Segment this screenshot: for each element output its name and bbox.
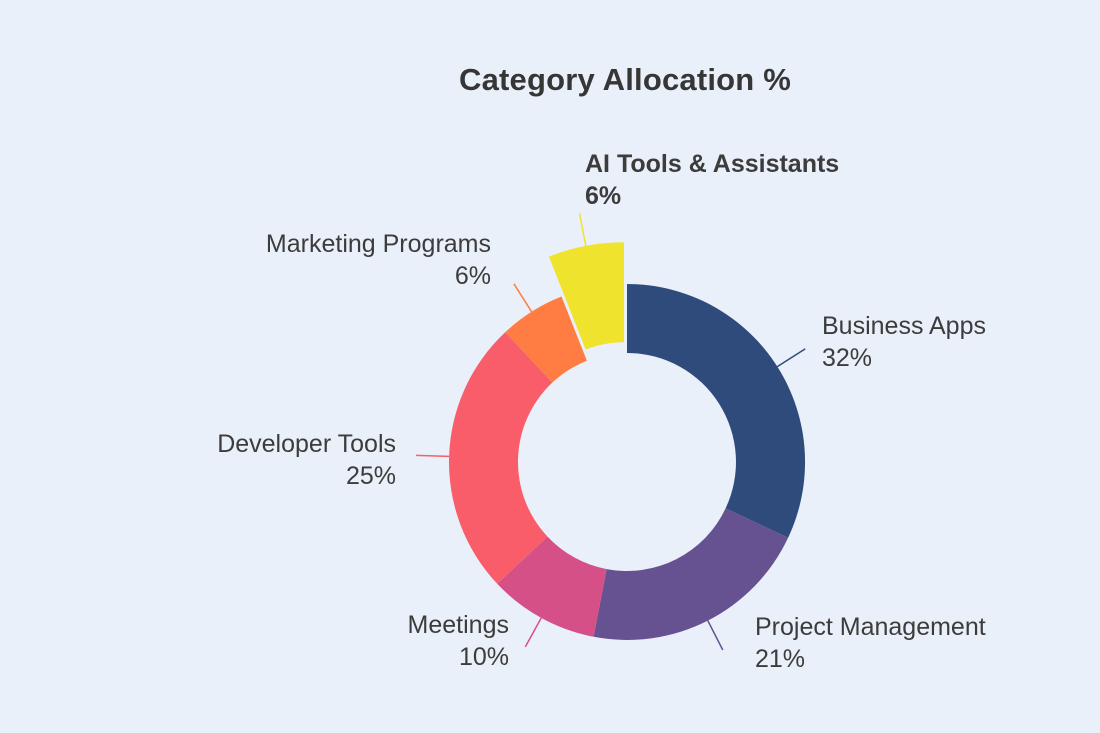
- pie-slice-meetings[interactable]: [497, 536, 607, 637]
- slice-label-business-apps: Business Apps 32%: [822, 310, 986, 374]
- slice-label-ai-tools-assistants: AI Tools & Assistants 6%: [585, 148, 839, 212]
- leader-line-marketing-programs: [513, 283, 533, 313]
- leader-line-project-management: [707, 620, 724, 651]
- slice-label-developer-tools: Developer Tools 25%: [217, 428, 396, 492]
- pie-slice-project-management[interactable]: [593, 508, 789, 640]
- slice-label-text: Marketing Programs: [265, 230, 491, 258]
- slice-label-text: Meetings: [407, 611, 509, 639]
- slice-label-marketing-programs: Marketing Programs 6%: [266, 228, 491, 292]
- pie-slice-business-apps[interactable]: [627, 283, 806, 538]
- slice-label-text: Project Management: [755, 613, 986, 641]
- slice-label-text: Business Apps: [822, 312, 986, 340]
- leader-line-developer-tools: [416, 454, 450, 458]
- slice-label-pct: 32%: [822, 344, 873, 372]
- pie-slice-ai-tools-assistants[interactable]: [548, 242, 624, 350]
- slice-label-pct: 21%: [755, 645, 806, 673]
- leader-line-business-apps: [776, 348, 806, 368]
- pie-slice-marketing-programs[interactable]: [505, 296, 587, 383]
- pie-slice-developer-tools[interactable]: [449, 332, 553, 584]
- leader-line-meetings: [524, 617, 542, 648]
- slice-label-text: AI Tools & Assistants: [585, 150, 840, 178]
- chart-title: Category Allocation %: [458, 62, 792, 97]
- slice-label-pct: 6%: [585, 182, 622, 210]
- slice-label-pct: 10%: [458, 643, 509, 671]
- slice-label-text: Developer Tools: [217, 430, 396, 458]
- slice-label-meetings: Meetings 10%: [408, 609, 509, 673]
- slice-label-pct: 6%: [454, 262, 491, 290]
- slice-label-project-management: Project Management 21%: [755, 611, 986, 675]
- leader-line-ai-tools-assistants: [578, 213, 587, 247]
- slice-label-pct: 25%: [345, 462, 396, 490]
